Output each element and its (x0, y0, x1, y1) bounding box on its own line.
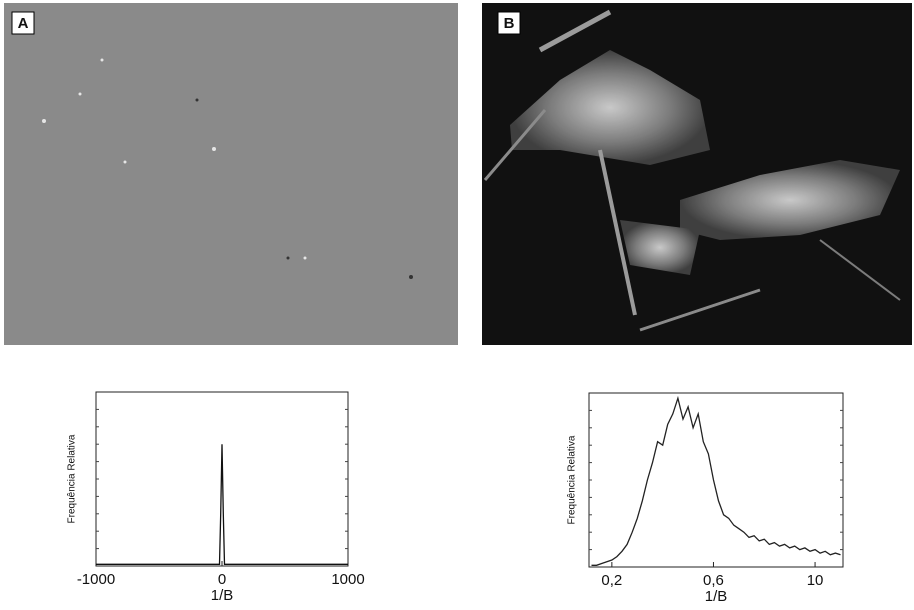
panel-label-box (11, 11, 35, 35)
panel-label-box (497, 11, 521, 35)
y-axis-label: Frequência Relativa (567, 435, 578, 524)
data-line (96, 444, 348, 565)
x-tick-label: 0,2 (601, 572, 622, 589)
y-axis-label: Frequência Relativa (67, 434, 78, 523)
image-a-speckles (42, 58, 413, 279)
image-b-structure (483, 9, 901, 332)
x-axis-label: 1/B (705, 588, 728, 605)
x-tick-label: 1000 (331, 571, 364, 588)
plot-frame (588, 392, 844, 568)
x-axis-label: 1/B (211, 587, 234, 604)
x-tick-label: -1000 (77, 571, 115, 588)
x-tick-label: 10 (807, 572, 824, 589)
panel-label: B (504, 15, 515, 32)
x-tick-label: 0,6 (703, 572, 724, 589)
data-line (591, 395, 841, 566)
x-tick-label: 0 (218, 571, 226, 588)
panel-label: A (18, 15, 29, 32)
image-a (4, 3, 458, 345)
